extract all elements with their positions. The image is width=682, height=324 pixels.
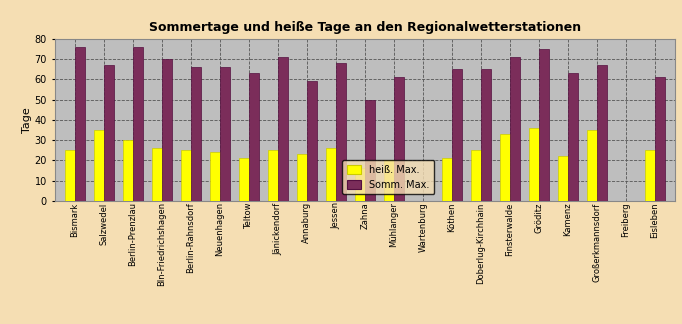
Bar	[336, 63, 346, 201]
Bar	[104, 65, 114, 201]
Bar	[644, 150, 655, 201]
Bar	[75, 47, 85, 201]
Bar	[442, 158, 452, 201]
Bar	[394, 77, 404, 201]
Bar	[65, 150, 75, 201]
Y-axis label: Tage: Tage	[22, 107, 32, 133]
Bar	[355, 168, 365, 201]
Bar	[529, 128, 539, 201]
Bar	[597, 65, 607, 201]
Title: Sommertage und heiße Tage an den Regionalwetterstationen: Sommertage und heiße Tage an den Regiona…	[149, 20, 581, 34]
Bar	[268, 150, 278, 201]
Bar	[510, 57, 520, 201]
Bar	[209, 152, 220, 201]
Bar	[558, 156, 568, 201]
Bar	[539, 49, 549, 201]
Bar	[151, 148, 162, 201]
Bar	[191, 67, 201, 201]
Bar	[307, 81, 317, 201]
Legend: heiß. Max., Somm. Max.: heiß. Max., Somm. Max.	[342, 160, 434, 194]
Bar	[452, 69, 462, 201]
Bar	[365, 100, 375, 201]
Bar	[93, 130, 104, 201]
Bar	[471, 150, 481, 201]
Bar	[181, 150, 191, 201]
Bar	[123, 140, 133, 201]
Bar	[568, 73, 578, 201]
Bar	[278, 57, 288, 201]
Bar	[481, 69, 491, 201]
Bar	[239, 158, 249, 201]
Bar	[297, 154, 307, 201]
Bar	[162, 59, 172, 201]
Bar	[249, 73, 259, 201]
Bar	[500, 134, 510, 201]
Bar	[384, 160, 394, 201]
Bar	[133, 47, 143, 201]
Bar	[220, 67, 230, 201]
Bar	[326, 148, 336, 201]
Bar	[587, 130, 597, 201]
Bar	[655, 77, 665, 201]
